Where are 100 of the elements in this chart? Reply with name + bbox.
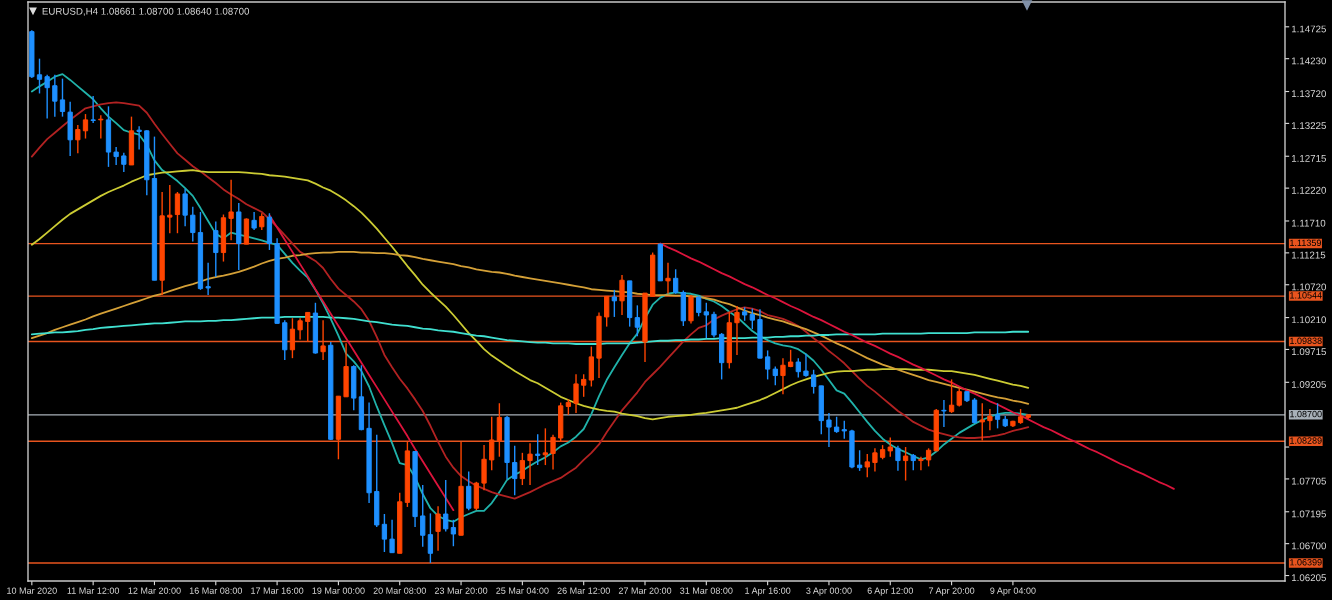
candlestick [918,456,924,471]
x-tick-label: 3 Apr 00:00 [806,587,852,596]
candlestick [872,447,878,473]
y-tick-label: 1.12220 [1291,186,1327,194]
candlestick [251,211,257,231]
x-tick-label: 11 Mar 12:00 [67,587,120,594]
x-tick-label: 19 Mar 00:00 [312,587,365,594]
x-tick-label: 27 Mar 20:00 [618,587,672,594]
x-tick-label: 25 Mar 04:00 [496,587,549,594]
x-tick-label: 17 Mar 16:00 [251,587,304,594]
x-tick-label: 7 Apr 20:00 [928,587,975,596]
candlestick [550,434,556,471]
candlestick [527,442,533,486]
x-tick-label: 23 Mar 20:00 [434,587,488,594]
candlestick [634,304,640,337]
ref-line-label: 1.09838 [1290,337,1322,344]
candlestick [588,345,594,388]
x-tick-label: 20 Mar 08:00 [373,587,426,594]
candlestick [182,188,188,227]
y-tick-label: 1.11215 [1291,251,1326,259]
candlestick [665,262,671,295]
line-series [30,169,1030,421]
candlestick [535,433,541,466]
candlestick [167,184,173,234]
candlestick [734,305,740,356]
candlestick [205,262,211,296]
y-tick-label: 1.06700 [1291,542,1327,550]
y-tick-label: 1.06205 [1291,574,1326,582]
candlestick [749,307,755,330]
candlestick [113,146,119,166]
candlestick [711,311,717,339]
x-tick-label: 10 Mar 2020 [7,587,57,594]
candlestick [512,445,518,497]
candlestick [810,369,817,395]
y-tick-label: 1.10210 [1291,316,1327,324]
y-tick-label: 1.13225 [1291,122,1326,130]
candlestick [519,452,526,486]
candlestick [289,317,296,359]
candlestick [136,125,142,151]
line-series [30,250,1030,405]
candlestick [803,352,809,378]
x-tick-label: 16 Mar 08:00 [189,587,243,594]
x-tick-label: 12 Mar 20:00 [128,587,181,594]
y-tick-label: 1.13720 [1291,90,1327,98]
ref-line-label: 1.06399 [1290,559,1322,566]
candlestick [44,74,50,120]
candlestick [925,447,932,468]
line-series [268,214,455,512]
candlestick [765,349,771,381]
x-tick-label: 26 Mar 12:00 [557,587,610,594]
candlestick [780,357,786,395]
candlestick [772,365,778,386]
candlestick [466,470,472,511]
ref-line-label: 1.08700 [1290,410,1322,418]
candlestick [994,402,1001,430]
y-tick-label: 1.09205 [1291,381,1326,388]
candlestick [971,397,978,424]
candlestick [987,408,993,431]
candlestick [496,402,503,458]
x-tick-label: 1 Apr 16:00 [745,587,791,596]
candlestick [619,274,625,316]
candlestick [941,399,947,428]
candlestick [427,512,434,564]
y-tick-label: 1.11710 [1291,219,1326,227]
ref-line-label: 1.11359 [1290,239,1321,247]
candlestick [450,519,457,547]
candlestick [228,179,234,241]
candlestick [481,444,487,491]
candlestick [604,295,610,328]
candlestick [190,206,196,243]
candlestick [688,294,694,325]
x-tick-label: 6 Apr 12:00 [867,587,914,596]
y-tick-label: 1.07195 [1291,510,1326,518]
candlestick [435,505,441,552]
candlestick [75,124,81,155]
candlestick [902,446,909,482]
y-tick-label: 1.14725 [1291,25,1326,33]
line-series [659,242,1175,490]
y-tick-label: 1.10720 [1291,283,1327,291]
x-tick-label: 9 Apr 04:00 [990,587,1036,596]
y-tick-label: 1.14230 [1291,57,1327,65]
y-tick-label: 1.09715 [1291,348,1326,356]
candlestick [381,513,388,553]
candlestick [887,436,893,458]
candlestick [696,295,702,317]
candlestick [59,77,66,118]
ref-line-label: 1.08289 [1290,437,1322,444]
candlestick [420,484,426,548]
candlestick [320,319,326,361]
candlestick [581,373,587,398]
y-tick-label: 1.07705 [1291,477,1326,485]
candlestick [82,113,89,140]
candlestick [703,302,709,339]
candlestick [841,419,847,440]
candlestick [489,416,495,471]
candlestick [673,268,679,295]
candlestick [979,402,985,442]
candlestick [864,453,870,479]
candlestick [895,445,901,472]
candlestick [121,152,127,173]
